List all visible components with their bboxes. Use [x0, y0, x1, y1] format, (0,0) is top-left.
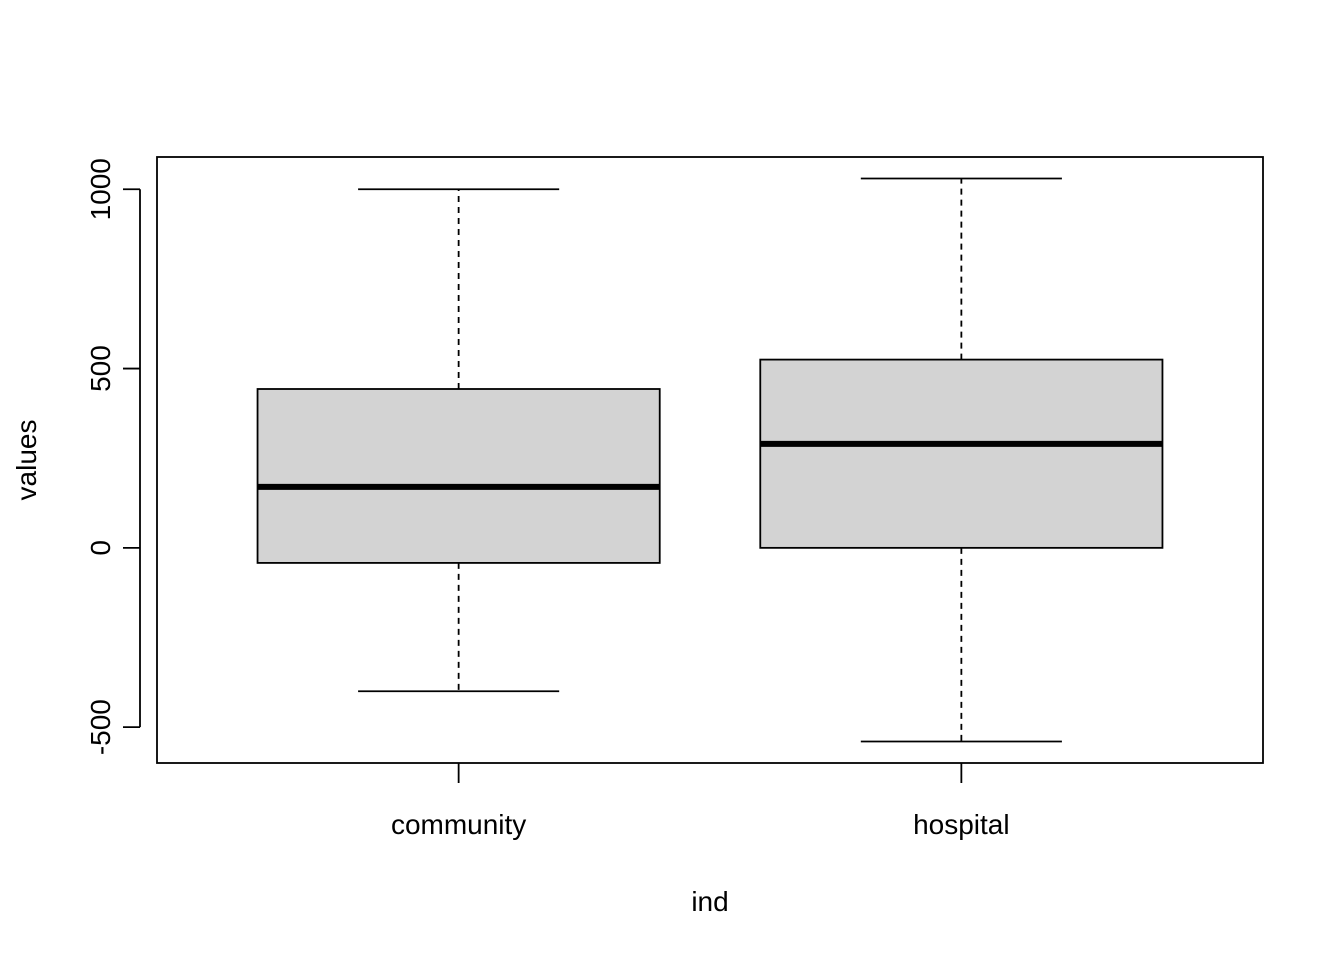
- x-axis-title: ind: [691, 886, 728, 917]
- x-tick-label-community: community: [391, 809, 526, 840]
- plot-frame: [156, 156, 1264, 764]
- y-axis: -500 0 500 1000: [85, 158, 141, 755]
- x-axis: community hospital: [391, 763, 1010, 840]
- box-series: [256, 177, 1164, 743]
- y-tick-label: 500: [85, 345, 116, 392]
- y-tick-label: 0: [85, 540, 116, 556]
- box-hospital: [759, 177, 1164, 743]
- iqr-box: [759, 358, 1164, 549]
- y-tick-label: -500: [85, 699, 116, 755]
- box-community: [256, 188, 661, 693]
- iqr-box: [256, 388, 661, 564]
- x-tick-label-hospital: hospital: [913, 809, 1010, 840]
- y-tick-label: 1000: [85, 158, 116, 220]
- y-axis-title: values: [11, 420, 42, 501]
